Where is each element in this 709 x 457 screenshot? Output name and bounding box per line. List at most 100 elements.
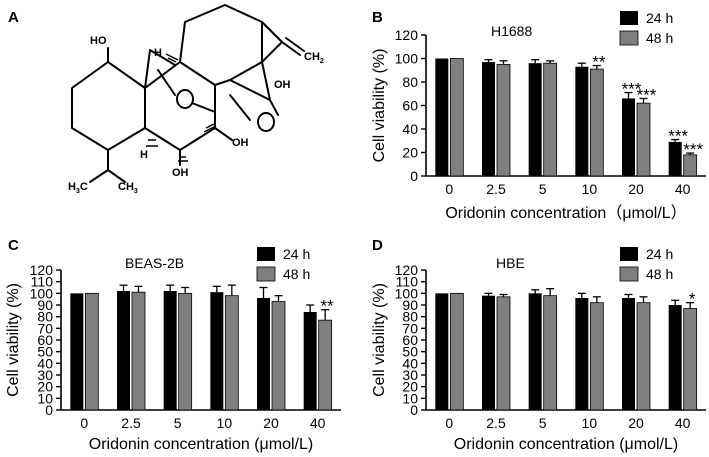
y-tick-label: 40	[37, 355, 53, 371]
bar-24h	[210, 292, 224, 410]
y-axis-label: Cell viability (%)	[371, 49, 388, 163]
bar-48h	[589, 68, 604, 177]
x-tick-label: 40	[675, 415, 691, 431]
bar-24h	[622, 98, 635, 176]
ring-a	[71, 61, 146, 151]
y-tick-label: 120	[395, 262, 419, 278]
y-axis-label: Cell viability (%)	[371, 283, 388, 397]
significance-marker: ***	[622, 80, 642, 99]
x-tick-label: 0	[445, 415, 453, 431]
legend-swatch-48h	[256, 266, 276, 282]
y-tick-label: 100	[395, 51, 419, 67]
y-tick-label: 40	[402, 121, 418, 137]
bar-24h	[117, 291, 130, 410]
y-tick-label: 110	[396, 274, 419, 290]
panel-letter: B	[372, 9, 383, 26]
y-tick-label: 0	[410, 168, 418, 184]
methylene-bond-2	[285, 37, 305, 52]
label-ho: HO	[90, 35, 107, 47]
x-tick-label: 10	[582, 181, 598, 197]
panel-letter: C	[8, 237, 19, 254]
y-tick-label: 120	[395, 27, 419, 43]
bar-24h	[668, 141, 682, 176]
x-tick-label: 20	[628, 181, 644, 197]
panel-b-chart: B 0 20 40 60 80 100 120 Cell viability (%) Oridon…	[371, 9, 706, 222]
bar-48h	[496, 296, 511, 411]
bar-24h	[528, 293, 542, 410]
legend-label: 48 h	[283, 266, 310, 282]
chart-title: BEAS-2B	[125, 255, 184, 271]
ether-oxygen-ring	[176, 89, 194, 109]
bar-24h	[528, 63, 542, 177]
bar-24h	[482, 62, 495, 176]
bar-24h	[303, 312, 317, 410]
y-tick-label: 60	[402, 98, 418, 114]
y-tick-label: 20	[402, 379, 418, 395]
bar-48h	[449, 292, 464, 411]
y-tick-label: 10	[402, 390, 418, 406]
bar-48h	[178, 292, 193, 411]
x-tick-label: 2.5	[486, 415, 506, 431]
x-tick-label: 20	[628, 415, 644, 431]
legend-swatch-24h	[620, 11, 638, 25]
bar-24h	[668, 305, 682, 410]
label-h-bottom: H	[140, 149, 148, 161]
y-tick-label: 30	[402, 367, 418, 383]
ether-bond-1	[157, 69, 176, 96]
y-tick-label: 10	[37, 390, 53, 406]
ring-c	[179, 4, 263, 86]
x-axis-label: Oridonin concentration（μmol/L）	[445, 204, 686, 222]
bar-48h	[224, 295, 239, 411]
bar-24h	[435, 293, 449, 410]
y-tick-label: 80	[402, 74, 418, 90]
ring-d-a	[261, 21, 283, 63]
bar-48h	[496, 63, 511, 177]
significance-marker: ***	[683, 140, 703, 159]
y-tick-label: 60	[37, 332, 53, 348]
methylene-bond	[281, 41, 301, 56]
y-tick-label: 60	[402, 332, 418, 348]
legend-label: 24 h	[283, 246, 310, 262]
y-axis-label: Cell viability (%)	[5, 283, 22, 397]
x-axis-label: Oridonin concentration (μmol/L)	[454, 436, 678, 453]
oh-bond-3	[214, 127, 233, 141]
y-tick-label: 90	[37, 297, 53, 313]
significance-marker: *	[689, 290, 696, 309]
x-tick-label: 5	[539, 181, 547, 197]
y-tick-label: 0	[45, 402, 53, 418]
bar-24h	[622, 298, 635, 410]
y-tick-label: 70	[37, 320, 53, 336]
legend-label: 48 h	[646, 266, 673, 282]
x-tick-label: 5	[174, 415, 182, 431]
significance-marker: ***	[668, 127, 688, 146]
y-tick-label: 100	[30, 285, 54, 301]
label-ch2: CH2	[304, 51, 324, 65]
y-tick-label: 20	[402, 145, 418, 161]
bar-24h	[70, 293, 84, 410]
bar-48h	[543, 62, 558, 177]
methyl-bond-2	[107, 169, 126, 183]
bar-48h	[318, 319, 333, 411]
x-tick-label: 40	[310, 415, 326, 431]
bar-48h	[589, 302, 604, 411]
y-tick-label: 80	[402, 309, 418, 325]
y-tick-label: 90	[402, 297, 418, 313]
legend-label: 24 h	[646, 246, 673, 262]
x-tick-label: 10	[582, 415, 598, 431]
label-ch3: CH3	[118, 181, 138, 195]
bar-48h	[636, 102, 651, 177]
bar-24h	[435, 58, 449, 176]
legend-swatch-24h	[257, 247, 275, 261]
bar-48h	[449, 58, 464, 177]
bar-24h	[575, 66, 589, 176]
legend-label: 48 h	[646, 30, 673, 46]
stereo-hashes	[146, 53, 217, 162]
x-tick-label: 20	[263, 415, 279, 431]
y-tick-label: 80	[37, 309, 53, 325]
label-oh-mid: OH	[232, 137, 249, 149]
x-tick-label: 2.5	[486, 181, 506, 197]
panel-a-structure: A	[8, 4, 324, 195]
